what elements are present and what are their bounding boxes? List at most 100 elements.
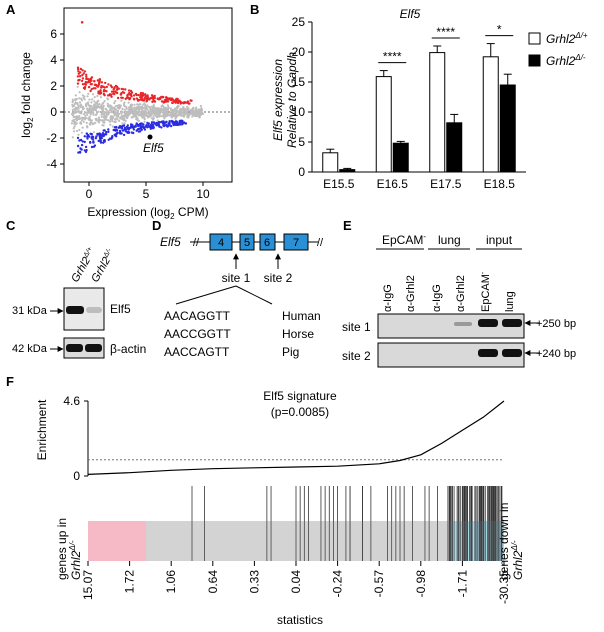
ma-point-ns xyxy=(99,96,102,99)
ma-point-ns xyxy=(98,118,101,121)
size-250: +250 bp xyxy=(536,318,576,330)
ma-point-ns xyxy=(97,103,100,106)
ma-point-ns xyxy=(129,103,132,106)
ma-point-down xyxy=(120,132,123,135)
left-label-gene: Grhl2Δ/- xyxy=(68,540,83,580)
ma-point-down xyxy=(168,120,171,123)
ma-point-ns xyxy=(94,121,97,124)
b-bar xyxy=(339,169,356,173)
ma-point-up xyxy=(164,100,168,103)
a-ytick: -4 xyxy=(46,157,57,171)
ma-point-down xyxy=(140,122,144,125)
ma-point-up xyxy=(112,88,115,91)
ma-point-ns xyxy=(152,115,155,118)
b-ytick-label: 15 xyxy=(292,75,306,89)
ma-point-ns xyxy=(197,115,200,118)
ma-point-down xyxy=(172,122,175,126)
neutral-region xyxy=(146,521,450,561)
ma-point-down xyxy=(125,125,129,129)
ma-point-up xyxy=(187,102,190,105)
lane-epcam-input: EpCAM- xyxy=(480,271,492,312)
ma-point-ns xyxy=(90,111,93,114)
panel-a-xlabel: Expression (log2 CPM) xyxy=(87,205,208,221)
ma-point-up xyxy=(98,78,101,81)
panel-c: C Grhl2Δ/+ Grhl2Δ/- 31 kDa 42 kDa Elf5 β… xyxy=(6,218,146,359)
ma-point-ns xyxy=(148,113,151,116)
ma-point-ns xyxy=(145,106,148,110)
panel-f-pvalue: (p=0.0085) xyxy=(271,405,329,419)
ma-point-ns xyxy=(73,125,76,128)
ma-point-up xyxy=(110,86,114,89)
ma-point-ns xyxy=(126,114,130,117)
ma-point-ns xyxy=(75,97,78,101)
ma-point-ns xyxy=(151,108,154,111)
ma-point-ns xyxy=(129,109,132,112)
ma-point-ns xyxy=(80,97,83,100)
ma-point-ns xyxy=(112,112,115,115)
ma-point-down xyxy=(137,127,140,131)
ma-point-up xyxy=(126,93,129,96)
ma-point-ns xyxy=(92,93,95,96)
ma-point-up xyxy=(114,90,117,93)
ma-point-ns xyxy=(102,104,105,107)
ma-point-ns xyxy=(144,103,147,106)
ma-point-ns xyxy=(152,104,155,107)
ma-point-up xyxy=(86,81,89,84)
ma-point-down xyxy=(153,121,156,124)
ma-point-ns xyxy=(71,114,75,117)
ma-point-ns xyxy=(133,107,136,110)
ma-point-ns xyxy=(94,118,97,121)
elf5-band-het xyxy=(66,306,84,314)
ma-point-ns xyxy=(138,106,141,109)
b-bar xyxy=(322,152,339,173)
b-bar xyxy=(375,76,392,173)
f-xtick-label: -0.24 xyxy=(331,570,345,598)
ma-point-ns xyxy=(81,94,84,97)
ma-point-ns xyxy=(106,98,110,101)
ma-point-ns xyxy=(182,115,185,118)
ma-point-down xyxy=(78,151,82,154)
ma-point-down xyxy=(107,130,110,133)
ma-point-ns xyxy=(176,107,179,110)
ma-point-ns xyxy=(100,112,104,115)
ma-point-ns xyxy=(87,101,90,104)
panel-a-xticks: 0 5 10 xyxy=(86,182,210,201)
ma-point-up xyxy=(90,82,93,86)
ma-point-up xyxy=(116,86,119,90)
ma-point-ns xyxy=(123,101,126,104)
ma-point-down xyxy=(132,131,135,135)
a-xtick: 10 xyxy=(196,187,210,201)
panel-d-letter: D xyxy=(152,218,161,233)
panel-d: D Elf5 // // 4 5 6 7 site 1 site 2 AACAG… xyxy=(152,218,324,359)
ma-point-up xyxy=(103,86,106,89)
ma-point-ns xyxy=(161,111,165,114)
ma-point-up xyxy=(160,100,164,103)
ma-point-ns xyxy=(133,115,136,118)
ma-point-ns xyxy=(106,102,109,105)
ma-point-down xyxy=(162,124,165,127)
ma-point-down xyxy=(105,130,108,134)
ma-point-ns xyxy=(141,106,144,109)
size-240: +240 bp xyxy=(536,348,576,360)
a-ytick: 6 xyxy=(50,27,57,41)
ma-point-up xyxy=(149,96,153,100)
ma-point-ns xyxy=(112,109,115,112)
ma-point-ns xyxy=(177,105,180,108)
ma-point-ns xyxy=(88,98,91,101)
gel-site-2 xyxy=(377,342,525,368)
ma-point-ns xyxy=(110,115,113,118)
ma-point-ns xyxy=(120,112,123,115)
ma-point-down xyxy=(102,129,105,132)
b-category-label: E16.5 xyxy=(377,177,409,191)
ma-point-ns xyxy=(74,108,77,111)
ma-point-ns xyxy=(82,113,86,116)
ma-point-down xyxy=(140,125,143,128)
ma-point-ns xyxy=(77,133,80,136)
ma-point-up xyxy=(175,97,178,101)
b-ytick-label: 20 xyxy=(292,45,306,59)
ma-point-ns xyxy=(78,91,81,94)
panel-f: F Elf5 signature (p=0.0085) Enrichment 4… xyxy=(6,374,525,627)
ma-point-ns xyxy=(170,114,173,117)
ma-point-down xyxy=(115,132,118,136)
